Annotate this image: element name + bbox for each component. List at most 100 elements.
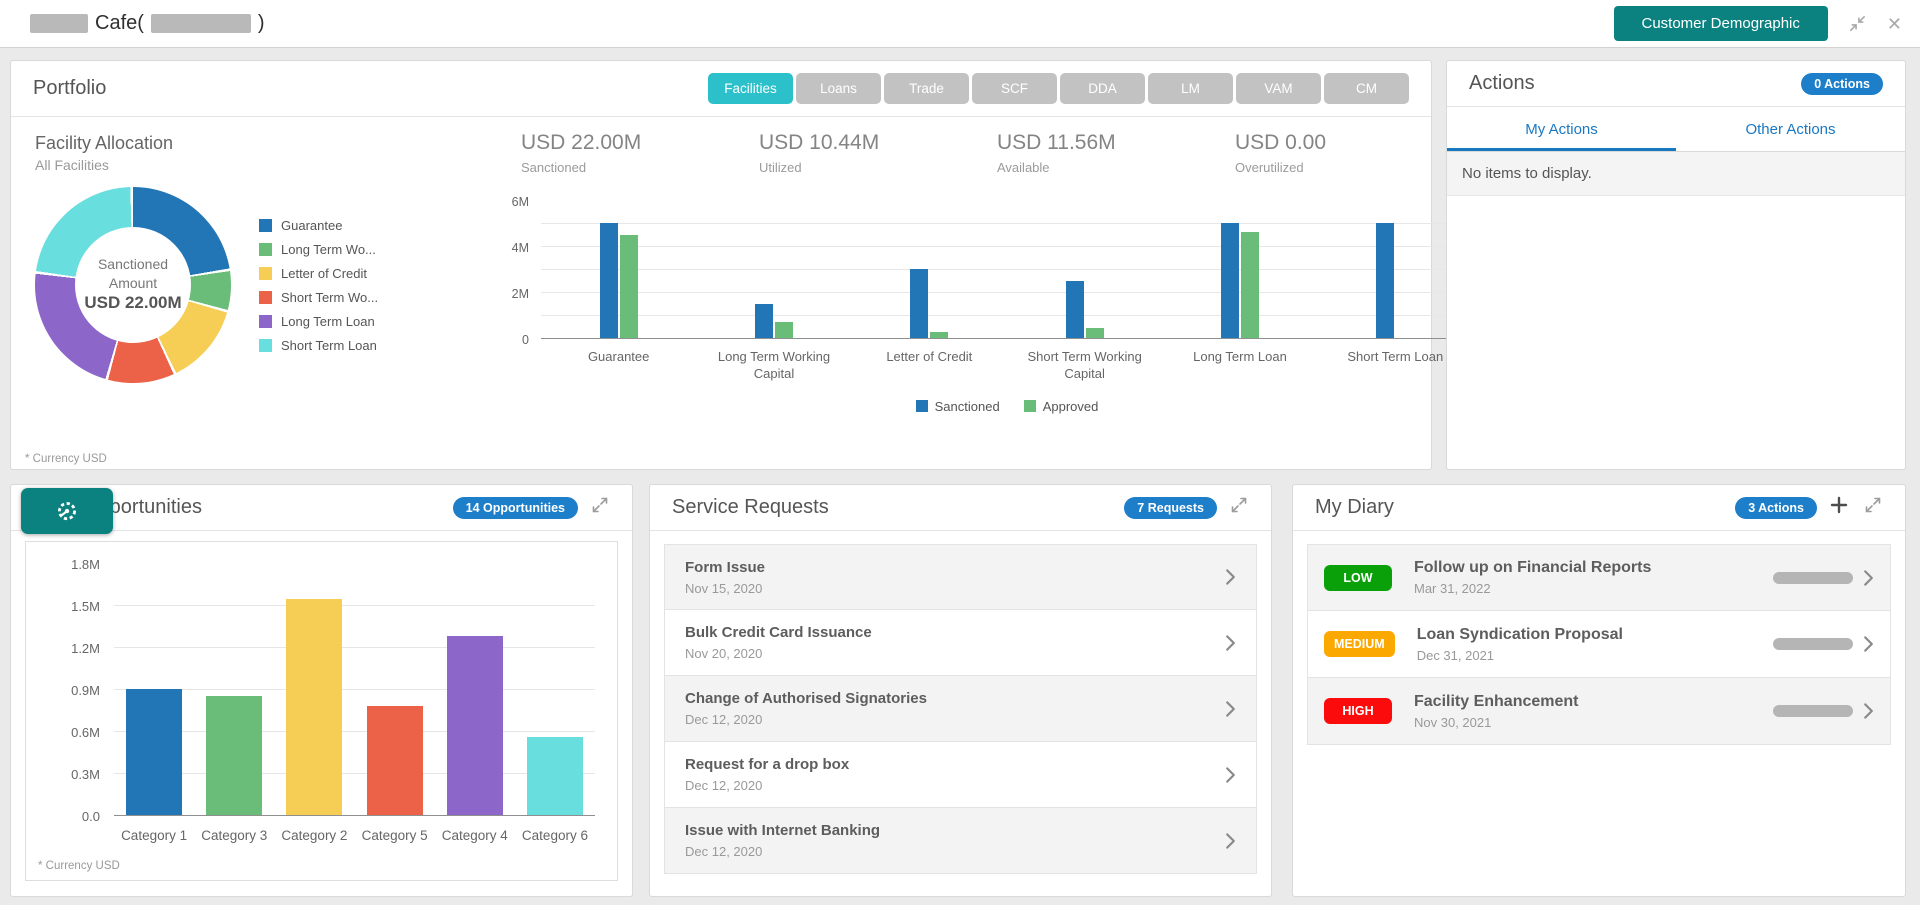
priority-badge-high: HIGH bbox=[1324, 698, 1392, 724]
legend-label: Letter of Credit bbox=[281, 265, 367, 281]
service-request-text: Request for a drop box Dec 12, 2020 bbox=[685, 756, 849, 793]
tab-scf[interactable]: SCF bbox=[972, 73, 1057, 104]
diary-title: Facility Enhancement bbox=[1414, 692, 1579, 710]
diary-row[interactable]: HIGH Facility Enhancement Nov 30, 2021 bbox=[1307, 678, 1891, 745]
title-text: Cafe( bbox=[95, 12, 144, 34]
redacted-progress-bar bbox=[1773, 638, 1853, 650]
facility-bar-chart: 0 2M 4M 6M bbox=[512, 195, 1473, 347]
title-close-paren: ) bbox=[257, 12, 265, 34]
chevron-right-icon[interactable] bbox=[1225, 568, 1236, 586]
bar-group-category-1 bbox=[114, 564, 194, 815]
stat-sanctioned: USD 22.00M Sanctioned bbox=[521, 131, 759, 175]
tab-trade[interactable]: Trade bbox=[884, 73, 969, 104]
service-request-date: Nov 20, 2020 bbox=[685, 646, 763, 661]
diary-row[interactable]: MEDIUM Loan Syndication Proposal Dec 31,… bbox=[1307, 611, 1891, 678]
bar-category-4 bbox=[446, 635, 503, 815]
chevron-right-icon[interactable] bbox=[1225, 700, 1236, 718]
x-axis-label: Long Term Loan bbox=[1193, 349, 1287, 364]
y-axis-tick: 0.6M bbox=[71, 725, 100, 740]
y-axis-tick: 1.5M bbox=[71, 599, 100, 614]
legend-swatch bbox=[915, 400, 928, 413]
x-axis-label: Letter of Credit bbox=[886, 349, 973, 364]
bar-short-term-loan-sanctioned bbox=[1376, 223, 1395, 338]
collapse-icon[interactable] bbox=[1848, 14, 1867, 33]
bar-short-term-working-capital-approved bbox=[1085, 327, 1104, 338]
facility-chart-section: USD 22.00M Sanctioned USD 10.44M Utilize… bbox=[481, 117, 1497, 414]
chevron-right-icon[interactable] bbox=[1225, 766, 1236, 784]
x-axis-label: Category 5 bbox=[361, 828, 428, 843]
chevron-right-icon[interactable] bbox=[1863, 702, 1874, 720]
window-titlebar: Cafe( ) Customer Demographic ✕ bbox=[0, 0, 1920, 48]
service-request-text: Bulk Credit Card Issuance Nov 20, 2020 bbox=[685, 624, 872, 661]
donut-center-line1: Sanctioned bbox=[97, 255, 169, 272]
diary-row[interactable]: LOW Follow up on Financial Reports Mar 3… bbox=[1307, 544, 1891, 611]
diary-title: Follow up on Financial Reports bbox=[1414, 559, 1652, 576]
opportunities-bar-plot bbox=[114, 564, 595, 816]
bar-group-category-2 bbox=[274, 564, 354, 815]
facility-bar-legend: Sanctioned Approved bbox=[541, 399, 1473, 414]
legend-swatch bbox=[259, 242, 272, 256]
service-request-date: Dec 12, 2020 bbox=[685, 712, 763, 727]
legend-item-letter-of-credit: Letter of Credit bbox=[259, 266, 378, 281]
diary-row-controls bbox=[1773, 569, 1874, 587]
tab-other-actions[interactable]: Other Actions bbox=[1745, 121, 1836, 138]
service-request-text: Change of Authorised Signatories Dec 12,… bbox=[685, 690, 927, 727]
currency-footnote: * Currency USD bbox=[38, 860, 120, 872]
x-axis-label: Category 4 bbox=[441, 828, 508, 843]
actions-header: Actions 0 Actions bbox=[1447, 61, 1905, 107]
x-axis-label: Short Term Loan bbox=[1347, 349, 1444, 364]
service-request-row[interactable]: Change of Authorised Signatories Dec 12,… bbox=[664, 676, 1257, 742]
facility-bar-plot bbox=[541, 201, 1473, 339]
bar-guarantee-approved bbox=[619, 234, 638, 338]
chevron-right-icon[interactable] bbox=[1863, 635, 1874, 653]
expand-icon[interactable] bbox=[590, 495, 610, 520]
chevron-right-icon[interactable] bbox=[1863, 569, 1874, 587]
donut-center-value: USD 22.00M bbox=[84, 293, 182, 313]
expand-icon[interactable] bbox=[1863, 495, 1883, 520]
service-request-row[interactable]: Form Issue Nov 15, 2020 bbox=[664, 544, 1257, 610]
close-icon[interactable]: ✕ bbox=[1886, 13, 1902, 34]
add-diary-entry-icon[interactable] bbox=[1829, 495, 1849, 520]
x-axis-label: Guarantee bbox=[587, 349, 650, 364]
diary-row-controls bbox=[1773, 635, 1874, 653]
tab-lm[interactable]: LM bbox=[1148, 73, 1233, 104]
service-requests-title: Service Requests bbox=[672, 496, 829, 518]
dashboard-gauge-button[interactable] bbox=[21, 488, 113, 534]
stat-available: USD 11.56M Available bbox=[997, 131, 1235, 175]
portfolio-body: Facility Allocation All Facilities Sanct… bbox=[11, 117, 1473, 414]
bar-group-guarantee bbox=[541, 201, 696, 338]
legend-label: Long Term Wo... bbox=[281, 241, 376, 257]
facility-allocation-subtitle: All Facilities bbox=[35, 157, 109, 173]
opportunities-xlabels: Category 1 Category 3 Category 2 Category 5… bbox=[114, 828, 595, 843]
tab-cm[interactable]: CM bbox=[1324, 73, 1409, 104]
actions-title: Actions bbox=[1469, 72, 1535, 94]
legend-swatch bbox=[1023, 400, 1036, 413]
tab-facilities[interactable]: Facilities bbox=[708, 73, 793, 104]
stat-overutilized: USD 0.00 Overutilized bbox=[1235, 131, 1473, 175]
tab-my-actions[interactable]: My Actions bbox=[1447, 107, 1676, 151]
expand-icon[interactable] bbox=[1229, 495, 1249, 520]
tab-dda[interactable]: DDA bbox=[1060, 73, 1145, 104]
bar-group-short-term-loan bbox=[1318, 201, 1473, 338]
legend-swatch bbox=[259, 266, 272, 280]
facility-donut-legend: Guarantee Long Term Wo... Letter of Cred… bbox=[259, 218, 378, 353]
service-request-row[interactable]: Issue with Internet Banking Dec 12, 2020 bbox=[664, 808, 1257, 874]
service-requests-panel: Service Requests 7 Requests Form Issue N… bbox=[649, 484, 1272, 897]
service-request-row[interactable]: Request for a drop box Dec 12, 2020 bbox=[664, 742, 1257, 808]
titlebar-controls: Customer Demographic ✕ bbox=[1613, 6, 1902, 41]
stat-value: USD 22.00M bbox=[521, 131, 642, 154]
y-axis-tick: 0.0 bbox=[81, 809, 100, 824]
portfolio-tabs: Facilities Loans Trade SCF DDA LM VAM CM bbox=[708, 73, 1409, 104]
service-request-row[interactable]: Bulk Credit Card Issuance Nov 20, 2020 bbox=[664, 610, 1257, 676]
portfolio-header: Portfolio Facilities Loans Trade SCF DDA LM VA… bbox=[11, 61, 1431, 117]
legend-item-long-term-wo-: Long Term Wo... bbox=[259, 242, 378, 257]
bar-short-term-working-capital-sanctioned bbox=[1065, 280, 1084, 338]
customer-demographic-button[interactable]: Customer Demographic bbox=[1613, 6, 1828, 41]
tab-loans[interactable]: Loans bbox=[796, 73, 881, 104]
tab-vam[interactable]: VAM bbox=[1236, 73, 1321, 104]
chevron-right-icon[interactable] bbox=[1225, 634, 1236, 652]
x-axis-label: Long Term Working Capital bbox=[717, 349, 831, 381]
legend-item-sanctioned: Sanctioned bbox=[915, 399, 1000, 414]
priority-badge-medium: MEDIUM bbox=[1324, 631, 1395, 657]
chevron-right-icon[interactable] bbox=[1225, 832, 1236, 850]
